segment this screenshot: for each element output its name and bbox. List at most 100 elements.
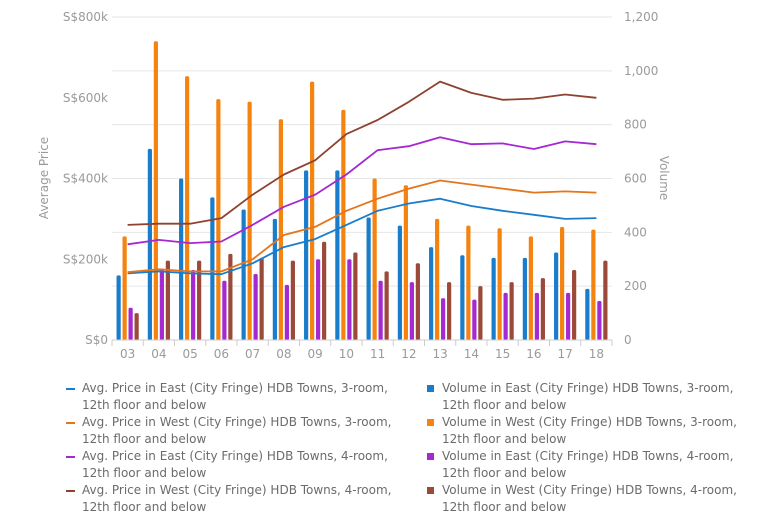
bar <box>441 298 446 340</box>
bar <box>197 260 202 340</box>
x-tick-label: 13 <box>432 347 447 361</box>
x-tick-label: 07 <box>245 347 260 361</box>
bar <box>165 260 170 340</box>
y-left-tick-label: S$200k <box>63 252 108 266</box>
bar <box>222 280 227 340</box>
bar <box>284 284 289 340</box>
legend: Avg. Price in East (City Fringe) HDB Tow… <box>0 378 766 520</box>
bar <box>322 241 327 340</box>
bar <box>290 260 295 340</box>
x-tick-label: 12 <box>401 347 416 361</box>
bar <box>134 313 139 340</box>
legend-line-swatch <box>66 422 75 424</box>
bar <box>153 41 158 340</box>
x-tick-label: 17 <box>557 347 572 361</box>
legend-item[interactable]: Avg. Price in West (City Fringe) HDB Tow… <box>64 482 394 516</box>
legend-line-swatch <box>66 456 75 458</box>
bar <box>466 225 471 340</box>
legend-item[interactable]: Volume in West (City Fringe) HDB Towns, … <box>424 482 754 516</box>
bar <box>497 228 502 340</box>
bar <box>372 178 377 340</box>
bar <box>603 260 608 340</box>
legend-bar-swatch <box>427 419 434 426</box>
bar <box>429 247 434 340</box>
bar <box>397 225 402 340</box>
bar <box>247 101 252 340</box>
bar <box>228 253 233 340</box>
bar <box>522 257 527 340</box>
bar <box>491 257 496 340</box>
x-tick-label: 08 <box>276 347 291 361</box>
bar <box>597 300 602 340</box>
legend-line-swatch <box>66 388 75 390</box>
bar <box>278 119 283 341</box>
legend-label: Avg. Price in West (City Fringe) HDB Tow… <box>82 483 392 514</box>
legend-item[interactable]: Avg. Price in East (City Fringe) HDB Tow… <box>64 448 394 482</box>
x-tick-label: 06 <box>214 347 229 361</box>
price-line <box>127 136 597 246</box>
bar <box>585 288 590 340</box>
legend-label: Avg. Price in West (City Fringe) HDB Tow… <box>82 415 392 446</box>
y-right-tick-label: 1,200 <box>624 10 658 24</box>
bar <box>353 252 358 340</box>
bar <box>253 274 258 340</box>
y-left-tick-label: S$600k <box>63 91 108 105</box>
bar <box>210 197 215 340</box>
bar <box>540 278 545 340</box>
y-right-axis-title: Volume <box>657 156 671 201</box>
legend-item[interactable]: Avg. Price in East (City Fringe) HDB Tow… <box>64 380 394 414</box>
legend-item[interactable]: Volume in East (City Fringe) HDB Towns, … <box>424 448 754 482</box>
bar <box>409 282 414 340</box>
bar <box>435 218 440 340</box>
x-tick-label: 04 <box>151 347 166 361</box>
legend-bar-swatch <box>427 385 434 392</box>
x-tick-label: 14 <box>464 347 479 361</box>
legend-item[interactable]: Volume in West (City Fringe) HDB Towns, … <box>424 414 754 448</box>
y-right-tick-label: 400 <box>624 225 647 239</box>
legend-label: Volume in East (City Fringe) HDB Towns, … <box>442 381 734 412</box>
bar <box>366 217 371 340</box>
bar <box>472 299 477 340</box>
bar <box>572 270 577 340</box>
bar <box>591 229 596 340</box>
bar <box>122 236 127 340</box>
bar <box>310 81 315 340</box>
price-line <box>127 179 597 274</box>
bar <box>509 282 514 340</box>
y-right-tick-label: 600 <box>624 172 647 186</box>
bar <box>241 209 246 340</box>
bar <box>415 263 420 340</box>
bar <box>534 292 539 340</box>
bar <box>185 76 190 340</box>
bar <box>554 252 559 340</box>
x-tick-label: 15 <box>495 347 510 361</box>
bar <box>179 178 184 340</box>
legend-bar-swatch <box>427 453 434 460</box>
bar <box>304 170 309 340</box>
x-tick-label: 03 <box>120 347 135 361</box>
y-right-tick-label: 200 <box>624 279 647 293</box>
x-tick-label: 18 <box>589 347 604 361</box>
bar <box>272 218 277 340</box>
bar <box>447 282 452 340</box>
bar <box>159 268 164 340</box>
x-tick-label: 09 <box>307 347 322 361</box>
chart-svg: S$0 S$200k S$400k S$600k S$800k 0 200 400 600 800… <box>37 10 671 361</box>
bar <box>460 255 465 340</box>
y-left-tick-label: S$0 <box>85 333 108 347</box>
bar <box>560 226 565 340</box>
y-right-tick-label: 0 <box>624 333 632 347</box>
x-tick-label: 16 <box>526 347 541 361</box>
bar <box>403 185 408 340</box>
y-left-tick-label: S$800k <box>63 10 108 24</box>
y-left-axis-title: Average Price <box>37 137 51 219</box>
legend-bar-swatch <box>427 487 434 494</box>
bar <box>116 275 121 340</box>
bar <box>528 236 533 340</box>
bar <box>316 259 321 340</box>
legend-item[interactable]: Volume in East (City Fringe) HDB Towns, … <box>424 380 754 414</box>
price-line <box>127 197 597 276</box>
bar <box>335 170 340 340</box>
legend-item[interactable]: Avg. Price in West (City Fringe) HDB Tow… <box>64 414 394 448</box>
